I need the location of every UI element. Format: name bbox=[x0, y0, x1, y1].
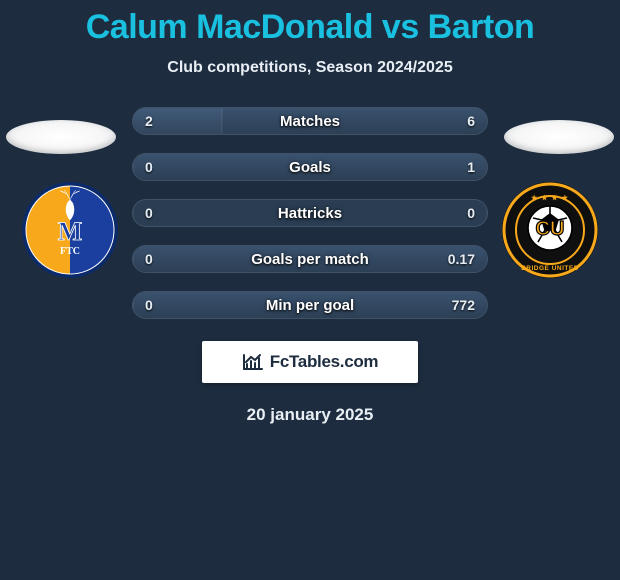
stat-value-right: 6 bbox=[467, 113, 475, 129]
stat-label: Matches bbox=[280, 113, 340, 130]
stat-value-right: 0 bbox=[467, 205, 475, 221]
stat-label: Goals bbox=[289, 159, 331, 176]
svg-text:CU: CU bbox=[536, 218, 565, 240]
stat-value-right: 0.17 bbox=[448, 251, 475, 267]
club-badge-right: ★ ★ ★ ★ CU BRIDGE UNITED bbox=[500, 180, 600, 280]
svg-text:★ ★ ★ ★: ★ ★ ★ ★ bbox=[531, 194, 569, 202]
stat-fill-right bbox=[222, 108, 488, 134]
cambridge-badge-icon: ★ ★ ★ ★ CU BRIDGE UNITED bbox=[500, 180, 600, 280]
page-title: Calum MacDonald vs Barton bbox=[0, 8, 620, 47]
stat-value-left: 0 bbox=[145, 205, 153, 221]
svg-text:BRIDGE UNITED: BRIDGE UNITED bbox=[521, 265, 579, 272]
stat-label: Hattricks bbox=[278, 205, 342, 222]
stat-row: 0 Hattricks 0 bbox=[132, 199, 488, 227]
stat-value-left: 0 bbox=[145, 159, 153, 175]
stat-fill-left bbox=[133, 200, 134, 226]
stat-row: 2 Matches 6 bbox=[132, 107, 488, 135]
stat-value-right: 772 bbox=[452, 297, 475, 313]
player-avatar-right bbox=[504, 120, 614, 154]
mansfield-badge-icon: M FTC bbox=[20, 180, 120, 280]
comparison-card: Calum MacDonald vs Barton Club competiti… bbox=[0, 0, 620, 580]
stat-label: Goals per match bbox=[251, 251, 369, 268]
stat-value-right: 1 bbox=[467, 159, 475, 175]
stat-row: 0 Goals 1 bbox=[132, 153, 488, 181]
stat-row: 0 Goals per match 0.17 bbox=[132, 245, 488, 273]
club-badge-left: M FTC bbox=[20, 180, 120, 280]
chart-icon bbox=[242, 353, 264, 371]
stat-value-left: 0 bbox=[145, 251, 153, 267]
stat-fill-right bbox=[486, 200, 487, 226]
stat-label: Min per goal bbox=[266, 297, 354, 314]
stats-table: 2 Matches 6 0 Goals 1 0 Hattricks 0 0 Goals per ma… bbox=[132, 107, 488, 319]
player-avatar-left bbox=[6, 120, 116, 154]
subtitle: Club competitions, Season 2024/2025 bbox=[0, 59, 620, 77]
date-text: 20 january 2025 bbox=[0, 405, 620, 425]
stat-value-left: 0 bbox=[145, 297, 153, 313]
stat-value-left: 2 bbox=[145, 113, 153, 129]
brand-text: FcTables.com bbox=[270, 352, 379, 372]
svg-text:FTC: FTC bbox=[60, 246, 80, 257]
stat-row: 0 Min per goal 772 bbox=[132, 291, 488, 319]
svg-text:M: M bbox=[58, 217, 83, 246]
brand-box: FcTables.com bbox=[202, 341, 418, 383]
